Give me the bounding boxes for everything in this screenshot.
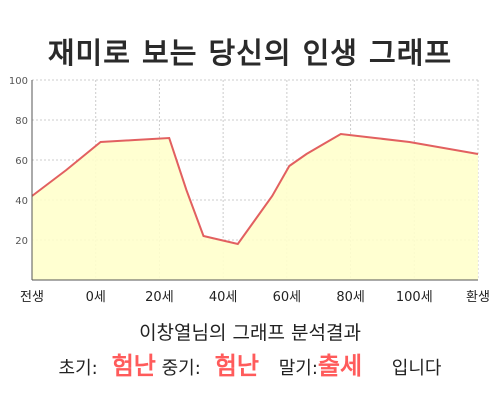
mid-label: 중기: (161, 358, 201, 379)
x-tick-label: 전생 (20, 290, 44, 305)
result-summary: 초기: 험난 중기: 험난 말기:출세 입니다 (0, 346, 500, 381)
y-tick-label: 100 (9, 76, 28, 87)
tick-labels: 20 40 60 80 100 전생 0세 20세 40세 60세 80세 100세 환생 (9, 76, 490, 305)
late-label: 말기: (278, 358, 318, 379)
mid-value: 험난 (214, 352, 259, 380)
y-tick-label: 80 (15, 116, 28, 127)
y-tick-label: 20 (15, 236, 28, 247)
early-label: 초기: (58, 358, 98, 379)
x-tick-label: 0세 (86, 290, 106, 305)
result-heading: 이창열님의 그래프 분석결과 (139, 322, 361, 344)
early-value: 험난 (111, 352, 156, 380)
y-tick-label: 40 (15, 196, 28, 207)
x-tick-label: 환생 (466, 290, 490, 305)
y-tick-label: 60 (15, 156, 28, 167)
page-title: 재미로 보는 당신의 인생 그래프 (47, 36, 453, 70)
late-value: 출세 (317, 352, 363, 380)
life-line-series (31, 132, 479, 246)
ending-text: 입니다 (391, 358, 442, 379)
x-tick-label: 100세 (396, 290, 433, 305)
x-tick-label: 40세 (209, 290, 238, 305)
life-area-fill (32, 134, 478, 280)
x-tick-label: 20세 (145, 290, 174, 305)
x-tick-label: 60세 (273, 290, 302, 305)
x-tick-label: 80세 (336, 290, 365, 305)
